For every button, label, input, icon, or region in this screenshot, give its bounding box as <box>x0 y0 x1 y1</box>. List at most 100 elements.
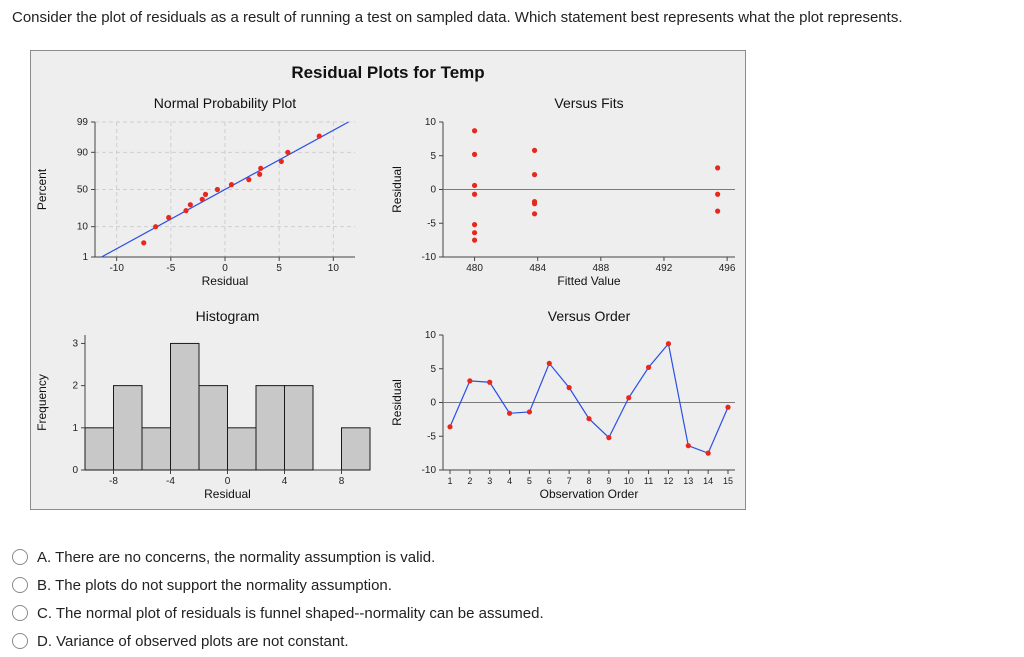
fits-xtick-label: 488 <box>592 263 609 274</box>
option-d-label: D. Variance of observed plots are not co… <box>37 632 349 650</box>
option-c[interactable]: C. The normal plot of residuals is funne… <box>12 599 544 627</box>
order-title: Versus Order <box>548 308 631 324</box>
fits-point <box>471 128 478 134</box>
hist-xlabel: Residual <box>204 487 251 501</box>
npp-fit-line <box>101 121 349 258</box>
npp-point <box>228 182 235 188</box>
hist-xtick-label: -4 <box>166 476 175 487</box>
figure-title: Residual Plots for Temp <box>291 63 484 82</box>
npp-point <box>166 214 172 221</box>
fits-point <box>471 230 478 236</box>
npp-point <box>153 224 159 230</box>
npp-xtick-label: 0 <box>222 263 228 274</box>
order-point <box>487 379 493 385</box>
option-a[interactable]: A. There are no concerns, the normality … <box>12 543 544 571</box>
order-point <box>725 404 731 410</box>
order-ytick-label: 0 <box>430 398 436 409</box>
order-xtick-label: 13 <box>683 476 693 486</box>
hist-xtick-label: 4 <box>282 476 288 487</box>
npp-ylabel: Percent <box>35 168 49 210</box>
npp-point <box>183 208 189 214</box>
order-xtick-label: 3 <box>487 476 492 486</box>
option-d[interactable]: D. Variance of observed plots are not co… <box>12 627 544 655</box>
fits-point <box>531 172 538 178</box>
npp-ytick-label: 50 <box>77 185 89 196</box>
option-c-label: C. The normal plot of residuals is funne… <box>37 604 544 622</box>
fits-xtick-label: 496 <box>719 263 736 274</box>
fits-point <box>471 182 478 189</box>
fits-ytick-label: 10 <box>425 117 437 128</box>
fits-point <box>715 191 721 197</box>
npp-ytick-label: 90 <box>77 147 89 158</box>
hist-xtick-label: 0 <box>225 476 231 487</box>
order-point <box>645 364 652 370</box>
fits-point <box>471 191 478 197</box>
hist-ytick-label: 2 <box>72 381 78 392</box>
order-point <box>546 360 552 366</box>
npp-point <box>316 133 322 139</box>
order-point <box>467 378 473 384</box>
npp-xlabel: Residual <box>202 274 249 288</box>
hist-bar <box>284 385 314 471</box>
order-ytick-label: -10 <box>422 465 437 476</box>
hist-ylabel: Frequency <box>35 374 49 431</box>
npp-point <box>187 202 193 208</box>
order-point <box>586 416 592 422</box>
order-xtick-label: 10 <box>624 476 634 486</box>
order-xtick-label: 7 <box>567 476 572 486</box>
answer-options: A. There are no concerns, the normality … <box>12 543 544 655</box>
fits-point <box>531 199 538 205</box>
order-point <box>665 341 672 347</box>
order-point <box>705 450 711 456</box>
radio-c[interactable] <box>12 605 28 621</box>
fits-ytick-label: -10 <box>422 252 437 263</box>
fits-xtick-label: 484 <box>529 263 546 274</box>
fits-point <box>531 147 538 153</box>
npp-xtick-label: -10 <box>109 263 124 274</box>
hist-bar <box>141 427 171 471</box>
option-b-label: B. The plots do not support the normalit… <box>37 576 392 594</box>
order-point <box>447 424 453 430</box>
npp-point <box>278 158 284 165</box>
order-ytick-label: 5 <box>430 364 436 375</box>
fits-xtick-label: 492 <box>656 263 673 274</box>
hist-bar <box>341 427 371 471</box>
hist-ytick-label: 0 <box>72 465 78 476</box>
npp-point <box>141 240 147 246</box>
npp-xtick-label: -5 <box>166 263 175 274</box>
hist-ytick-label: 3 <box>72 338 78 349</box>
hist-xtick-label: 8 <box>339 476 345 487</box>
fits-point <box>531 211 538 217</box>
hist-title: Histogram <box>196 308 260 324</box>
npp-title: Normal Probability Plot <box>154 95 296 111</box>
hist-bar <box>255 385 285 471</box>
hist-bar <box>84 427 114 471</box>
order-point <box>506 410 513 416</box>
option-a-label: A. There are no concerns, the normality … <box>37 548 436 566</box>
order-ytick-label: 10 <box>425 330 437 341</box>
npp-point <box>285 149 291 155</box>
order-xtick-label: 1 <box>447 476 452 486</box>
order-xtick-label: 6 <box>547 476 552 486</box>
order-xlabel: Observation Order <box>540 487 639 501</box>
npp-point <box>246 177 252 183</box>
npp-point <box>199 196 205 202</box>
question-text: Consider the plot of residuals as a resu… <box>12 9 903 26</box>
order-xtick-label: 14 <box>703 476 713 486</box>
npp-point <box>258 165 264 171</box>
order-point <box>626 395 632 401</box>
fits-point <box>715 165 721 171</box>
radio-d[interactable] <box>12 633 28 649</box>
npp-point <box>214 186 221 193</box>
order-xtick-label: 5 <box>527 476 532 486</box>
radio-a[interactable] <box>12 549 28 565</box>
fits-point <box>471 222 478 228</box>
order-point <box>526 409 533 415</box>
option-b[interactable]: B. The plots do not support the normalit… <box>12 571 544 599</box>
npp-xtick-label: 10 <box>328 263 340 274</box>
radio-b[interactable] <box>12 577 28 593</box>
fits-title: Versus Fits <box>554 95 623 111</box>
hist-bar <box>198 385 228 471</box>
hist-ytick-label: 1 <box>72 423 78 434</box>
